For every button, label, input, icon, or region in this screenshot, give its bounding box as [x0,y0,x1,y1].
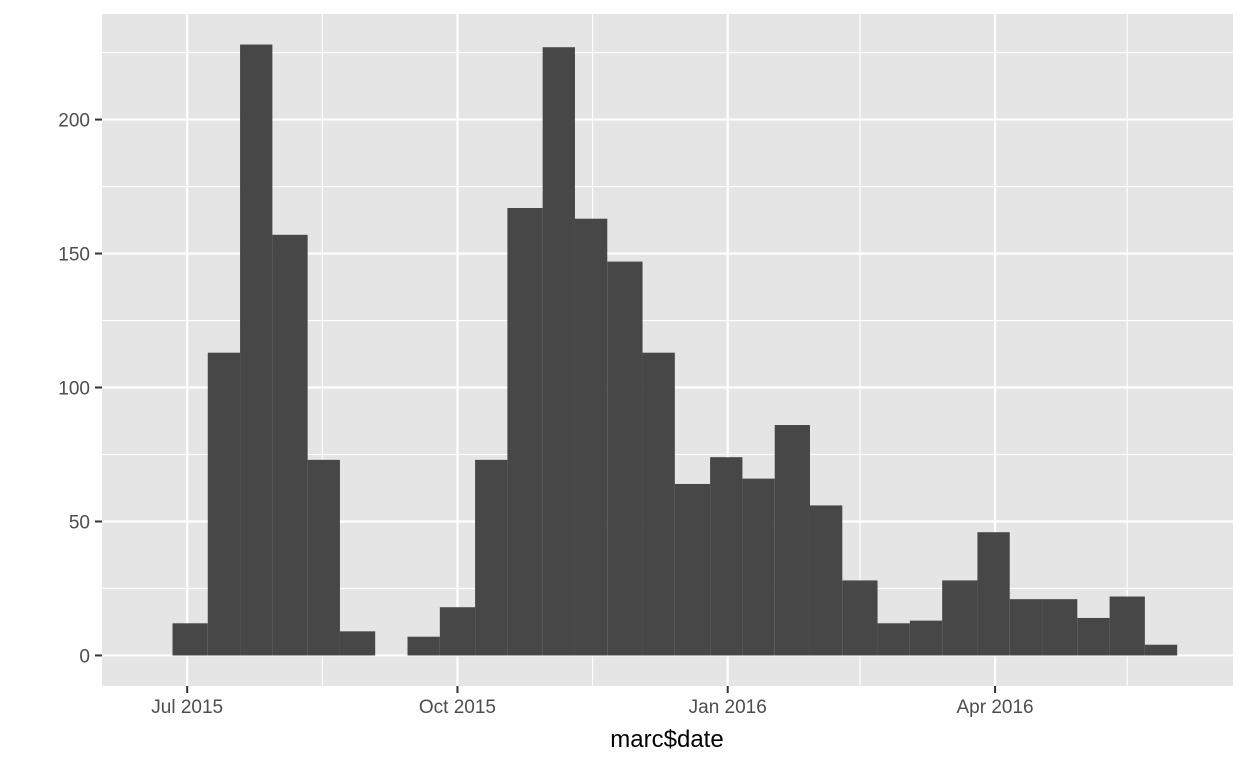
histogram-bar [977,532,1010,656]
y-tick-label: 200 [58,111,90,132]
x-tick-label: Jul 2015 [151,697,223,718]
histogram-bar [507,207,543,656]
histogram-bar [742,478,775,656]
y-tick-label: 0 [79,646,90,667]
histogram-bar [710,457,743,656]
x-tick-label: Jan 2016 [689,697,767,718]
histogram-bar [172,623,208,656]
histogram-bar [842,580,878,656]
histogram-bar [1042,599,1078,656]
histogram-bar [942,580,978,656]
histogram-bar [439,607,476,656]
x-axis-title: marc$date [610,726,723,753]
histogram-bar [1077,617,1110,656]
histogram-bar [240,44,273,656]
histogram-bar [272,234,308,656]
histogram-bar [307,459,340,656]
histogram-bar [339,631,376,656]
y-tick-label: 150 [58,245,90,266]
y-tick-label: 100 [58,379,90,400]
x-axis: Jul 2015 Oct 2015 Jan 2016 Apr 2016 [151,686,1034,718]
histogram-bar [542,47,575,656]
histogram-bar [1109,596,1145,656]
histogram-bar [207,352,241,656]
histogram-bar [574,218,608,656]
histogram-bar [809,505,843,656]
histogram-bar [642,352,675,656]
histogram-bars [172,44,1178,656]
x-tick-label: Oct 2015 [419,697,496,718]
histogram-bar [674,483,711,656]
histogram-bar [475,459,508,656]
y-axis: 0 50 100 150 200 [58,111,102,667]
histogram-bar [877,623,910,656]
histogram-bar [909,620,943,656]
histogram-bar [607,261,643,656]
y-tick-label: 50 [69,512,90,533]
x-tick-label: Apr 2016 [956,697,1033,718]
histogram-bar [1009,599,1043,656]
histogram-bar [407,636,440,656]
histogram-bar [774,425,810,656]
histogram-bar [1144,644,1178,656]
